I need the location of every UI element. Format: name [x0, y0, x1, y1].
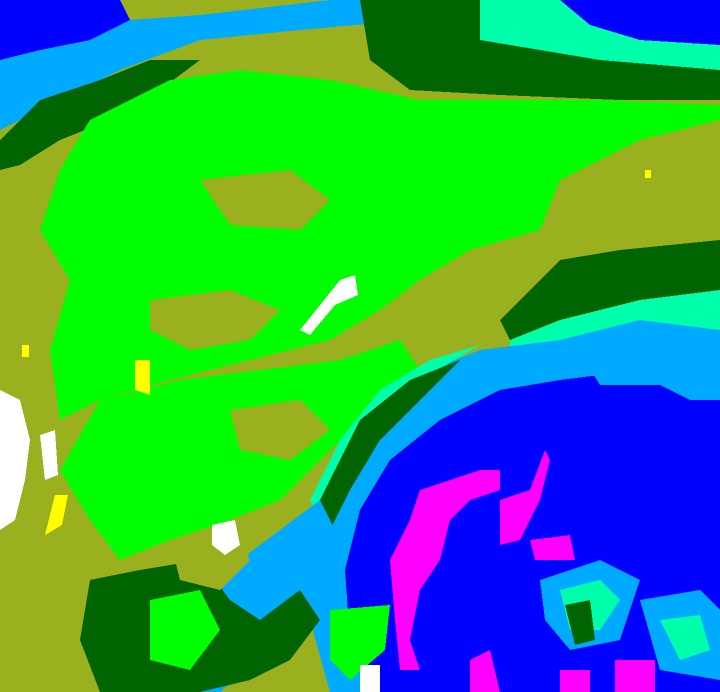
ocean-aqua-patch-2 [660, 615, 710, 660]
olive-patch-2 [200, 170, 330, 230]
olive-patch-3 [230, 400, 330, 460]
top-darkgreen-band [360, 0, 720, 100]
white-spot-bottom [360, 665, 380, 692]
top-aqua-band [420, 0, 720, 70]
top-right-blue-region [560, 0, 720, 45]
magenta-cloud-6 [560, 670, 590, 692]
yellow-spot-1 [135, 360, 150, 395]
white-cloud-south [212, 520, 240, 555]
ocean-lightblue-patch-1 [575, 345, 720, 400]
white-cloud-left [0, 390, 30, 530]
magenta-cloud-4 [530, 535, 575, 560]
top-blue-region [0, 0, 130, 60]
ocean-darkgreen-patch [565, 600, 595, 645]
yellow-spot-3 [45, 495, 68, 535]
yellow-spot-2 [22, 345, 29, 357]
right-darkgreen-ridge [500, 240, 720, 340]
coastal-darkgreen-strip [320, 360, 460, 530]
bottom-green-patch [330, 605, 390, 680]
top-lightblue-band [0, 0, 420, 130]
white-cloud-left-2 [40, 430, 58, 480]
south-rugged-green [150, 590, 220, 670]
magenta-cloud-2 [500, 450, 550, 545]
yellow-spot-4 [645, 170, 651, 178]
magenta-cloud-3 [470, 650, 500, 692]
right-aqua-ridge [510, 290, 720, 360]
olive-patch-1 [150, 290, 280, 350]
white-cloud-center [300, 275, 358, 335]
magenta-cloud-5 [615, 660, 655, 692]
magenta-cloud-large [390, 470, 500, 670]
